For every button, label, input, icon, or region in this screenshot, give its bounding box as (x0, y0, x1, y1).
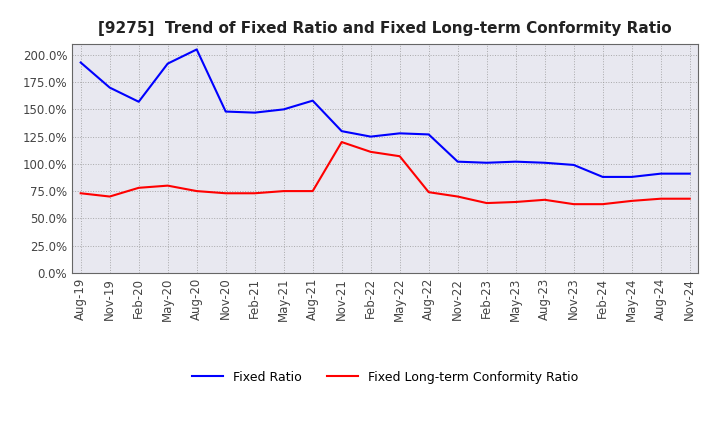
Fixed Long-term Conformity Ratio (105, 194, 114, 199)
Fixed Long-term Conformity Ratio (366, 149, 375, 154)
Fixed Long-term Conformity Ratio (627, 198, 636, 204)
Fixed Ratio (308, 98, 317, 103)
Fixed Ratio (482, 160, 491, 165)
Fixed Long-term Conformity Ratio (76, 191, 85, 196)
Fixed Long-term Conformity Ratio (541, 197, 549, 202)
Fixed Ratio (366, 134, 375, 139)
Title: [9275]  Trend of Fixed Ratio and Fixed Long-term Conformity Ratio: [9275] Trend of Fixed Ratio and Fixed Lo… (99, 21, 672, 36)
Fixed Long-term Conformity Ratio (685, 196, 694, 202)
Fixed Long-term Conformity Ratio (221, 191, 230, 196)
Legend: Fixed Ratio, Fixed Long-term Conformity Ratio: Fixed Ratio, Fixed Long-term Conformity … (187, 366, 583, 389)
Fixed Ratio (251, 110, 259, 115)
Fixed Ratio (570, 162, 578, 168)
Fixed Long-term Conformity Ratio (395, 154, 404, 159)
Fixed Ratio (163, 61, 172, 66)
Fixed Ratio (511, 159, 520, 164)
Line: Fixed Long-term Conformity Ratio: Fixed Long-term Conformity Ratio (81, 142, 690, 204)
Fixed Ratio (541, 160, 549, 165)
Fixed Long-term Conformity Ratio (482, 201, 491, 206)
Fixed Ratio (685, 171, 694, 176)
Fixed Long-term Conformity Ratio (279, 188, 288, 194)
Fixed Long-term Conformity Ratio (424, 190, 433, 195)
Fixed Long-term Conformity Ratio (308, 188, 317, 194)
Fixed Long-term Conformity Ratio (454, 194, 462, 199)
Fixed Ratio (221, 109, 230, 114)
Line: Fixed Ratio: Fixed Ratio (81, 49, 690, 177)
Fixed Ratio (424, 132, 433, 137)
Fixed Ratio (105, 85, 114, 90)
Fixed Long-term Conformity Ratio (192, 188, 201, 194)
Fixed Long-term Conformity Ratio (598, 202, 607, 207)
Fixed Ratio (135, 99, 143, 104)
Fixed Long-term Conformity Ratio (251, 191, 259, 196)
Fixed Ratio (279, 107, 288, 112)
Fixed Ratio (338, 128, 346, 134)
Fixed Long-term Conformity Ratio (511, 199, 520, 205)
Fixed Ratio (598, 174, 607, 180)
Fixed Long-term Conformity Ratio (570, 202, 578, 207)
Fixed Ratio (192, 47, 201, 52)
Fixed Ratio (395, 131, 404, 136)
Fixed Long-term Conformity Ratio (163, 183, 172, 188)
Fixed Long-term Conformity Ratio (135, 185, 143, 191)
Fixed Long-term Conformity Ratio (338, 139, 346, 145)
Fixed Ratio (454, 159, 462, 164)
Fixed Ratio (657, 171, 665, 176)
Fixed Ratio (76, 60, 85, 65)
Fixed Ratio (627, 174, 636, 180)
Fixed Long-term Conformity Ratio (657, 196, 665, 202)
